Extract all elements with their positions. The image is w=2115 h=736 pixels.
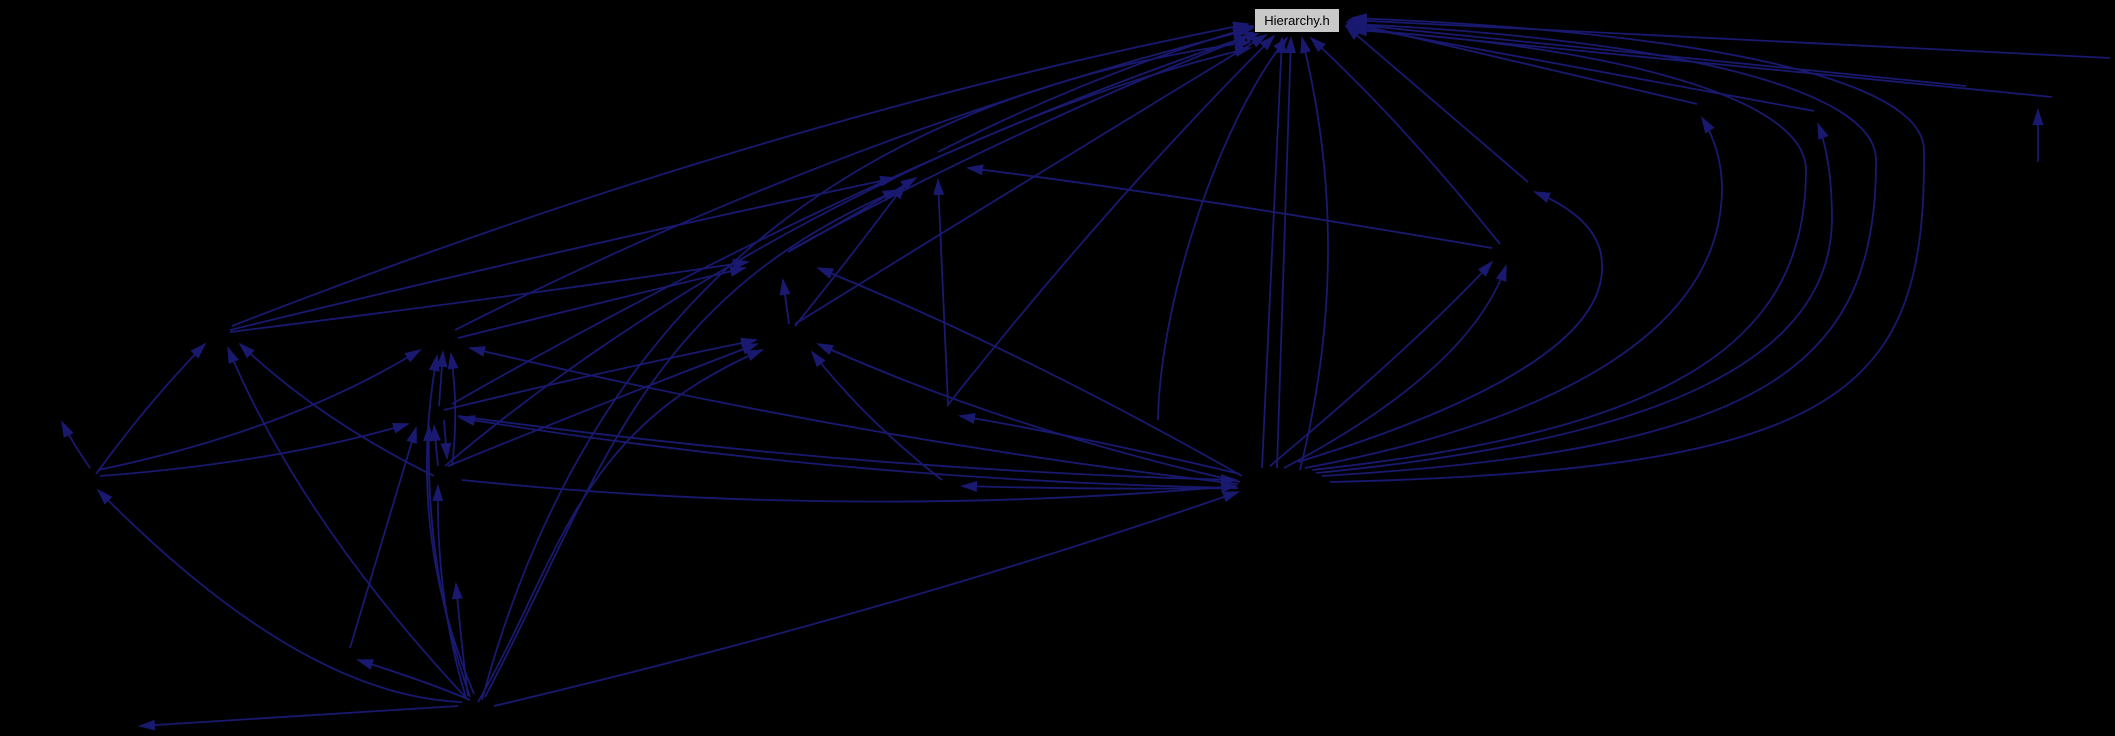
graph-edge xyxy=(425,354,475,695)
graph-edge xyxy=(816,267,1243,477)
graph-edge xyxy=(444,46,1252,467)
graph-edge xyxy=(468,346,1239,485)
graph-edge xyxy=(1261,36,1287,469)
graph-edge xyxy=(794,182,907,327)
graph-edge xyxy=(933,178,949,405)
graph-edge xyxy=(99,422,410,477)
node-hierarchy-h[interactable]: Hierarchy.h xyxy=(1254,8,1340,33)
graph-edge xyxy=(432,484,467,699)
graph-edge xyxy=(457,266,747,339)
graph-edge xyxy=(349,426,417,649)
graph-edge xyxy=(966,164,1493,249)
graph-edge xyxy=(447,352,459,467)
graph-edge xyxy=(1276,36,1297,469)
graph-edge xyxy=(447,343,759,467)
graph-edge xyxy=(443,337,758,411)
graph-edge xyxy=(1321,19,1877,477)
graph-edge xyxy=(937,24,1258,153)
graph-edge xyxy=(451,582,469,697)
graph-edge xyxy=(779,278,791,325)
graph-edge xyxy=(61,420,91,469)
graph-edge xyxy=(789,31,1262,251)
graph-edge xyxy=(1299,36,1329,471)
graph-edge xyxy=(1309,36,1501,245)
graph-edge xyxy=(461,479,1238,503)
graph-edge xyxy=(96,488,463,703)
graph-edge xyxy=(960,480,1239,492)
graph-edge xyxy=(1269,260,1494,467)
graph-edge xyxy=(1345,22,1815,112)
graph-edge xyxy=(138,705,459,731)
graph-edge xyxy=(457,415,1238,486)
graph-edge xyxy=(1347,15,2111,59)
graph-edge xyxy=(1157,36,1289,421)
graph-edge xyxy=(231,21,1250,327)
graph-edge xyxy=(430,424,441,467)
graph-edge xyxy=(484,189,900,698)
graph-edge xyxy=(481,38,1252,701)
graph-edge xyxy=(787,176,918,253)
graph-edge xyxy=(440,419,452,460)
graph-edge xyxy=(454,28,1250,331)
graph-edge xyxy=(436,350,448,407)
graph-edge xyxy=(493,491,1240,707)
graph-edge xyxy=(794,33,1268,325)
graph-edge xyxy=(946,34,1276,407)
graph-edge xyxy=(477,349,764,703)
graph-edge xyxy=(1297,191,1603,463)
graph-edge xyxy=(356,659,471,701)
graph-edge xyxy=(1304,116,1723,469)
graph-edge xyxy=(1329,13,1925,483)
graph-edge xyxy=(958,413,1241,475)
graph-edge xyxy=(451,35,1251,405)
graph-edge xyxy=(1315,122,1833,474)
graph-edge xyxy=(1311,25,1807,471)
graph-edge xyxy=(458,414,1237,489)
graph-edge xyxy=(1283,264,1507,469)
graph-edge xyxy=(97,348,422,471)
graph-edge xyxy=(229,175,897,331)
graph-edge xyxy=(423,424,471,698)
graph-edge xyxy=(1344,24,1529,183)
graph-edge xyxy=(229,258,750,333)
graph-edge xyxy=(95,342,207,475)
graph-edge xyxy=(227,346,469,701)
graph-edge xyxy=(816,343,1241,483)
